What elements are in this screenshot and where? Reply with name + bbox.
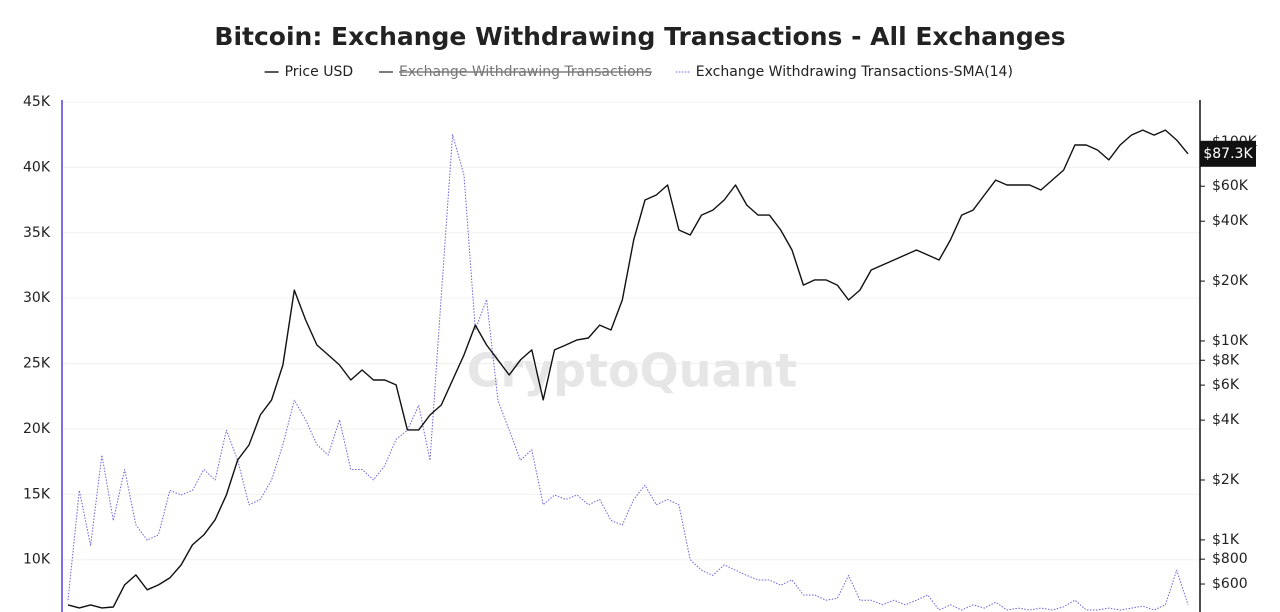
y2-tick-label: $1K: [1212, 532, 1240, 548]
value-label-box: [1200, 140, 1256, 167]
value-label: $87.3K: [1203, 146, 1253, 162]
y2-tick-label: $60K: [1212, 178, 1249, 194]
y2-tick-label: $800: [1212, 551, 1248, 567]
y2-tick-label: $8K: [1212, 352, 1240, 368]
y-tick-label: 35K: [23, 225, 51, 241]
y2-tick-label: $600: [1212, 576, 1248, 592]
series-line: [67, 134, 1189, 611]
legend-item: Price USD: [264, 64, 354, 80]
legend-label: Exchange Withdrawing Transactions-SMA(14…: [696, 64, 1013, 80]
legend-label: Price USD: [285, 64, 354, 80]
y2-tick-label: $20K: [1212, 273, 1249, 289]
legend-item: Exchange Withdrawing Transactions-SMA(14…: [675, 64, 1013, 80]
y2-tick-label: $10K: [1212, 333, 1249, 349]
y-tick-label: 45K: [23, 94, 51, 110]
y-tick-label: 25K: [23, 356, 51, 372]
y-tick-label: 15K: [23, 486, 51, 502]
y-tick-label: 30K: [23, 290, 51, 306]
legend-item: Exchange Withdrawing Transactions: [379, 64, 652, 80]
y2-tick-label: $2K: [1212, 472, 1240, 488]
y2-tick-label: $40K: [1212, 213, 1249, 229]
chart-title: Bitcoin: Exchange Withdrawing Transactio…: [214, 22, 1065, 51]
y-tick-label: 10K: [23, 552, 51, 568]
watermark: CryptoQuant: [467, 344, 798, 398]
series-line: [67, 129, 1189, 609]
y2-tick-label: $6K: [1212, 377, 1240, 393]
y-tick-label: 20K: [23, 421, 51, 437]
y2-tick-label: $4K: [1212, 412, 1240, 428]
y-tick-label: 40K: [23, 159, 51, 175]
